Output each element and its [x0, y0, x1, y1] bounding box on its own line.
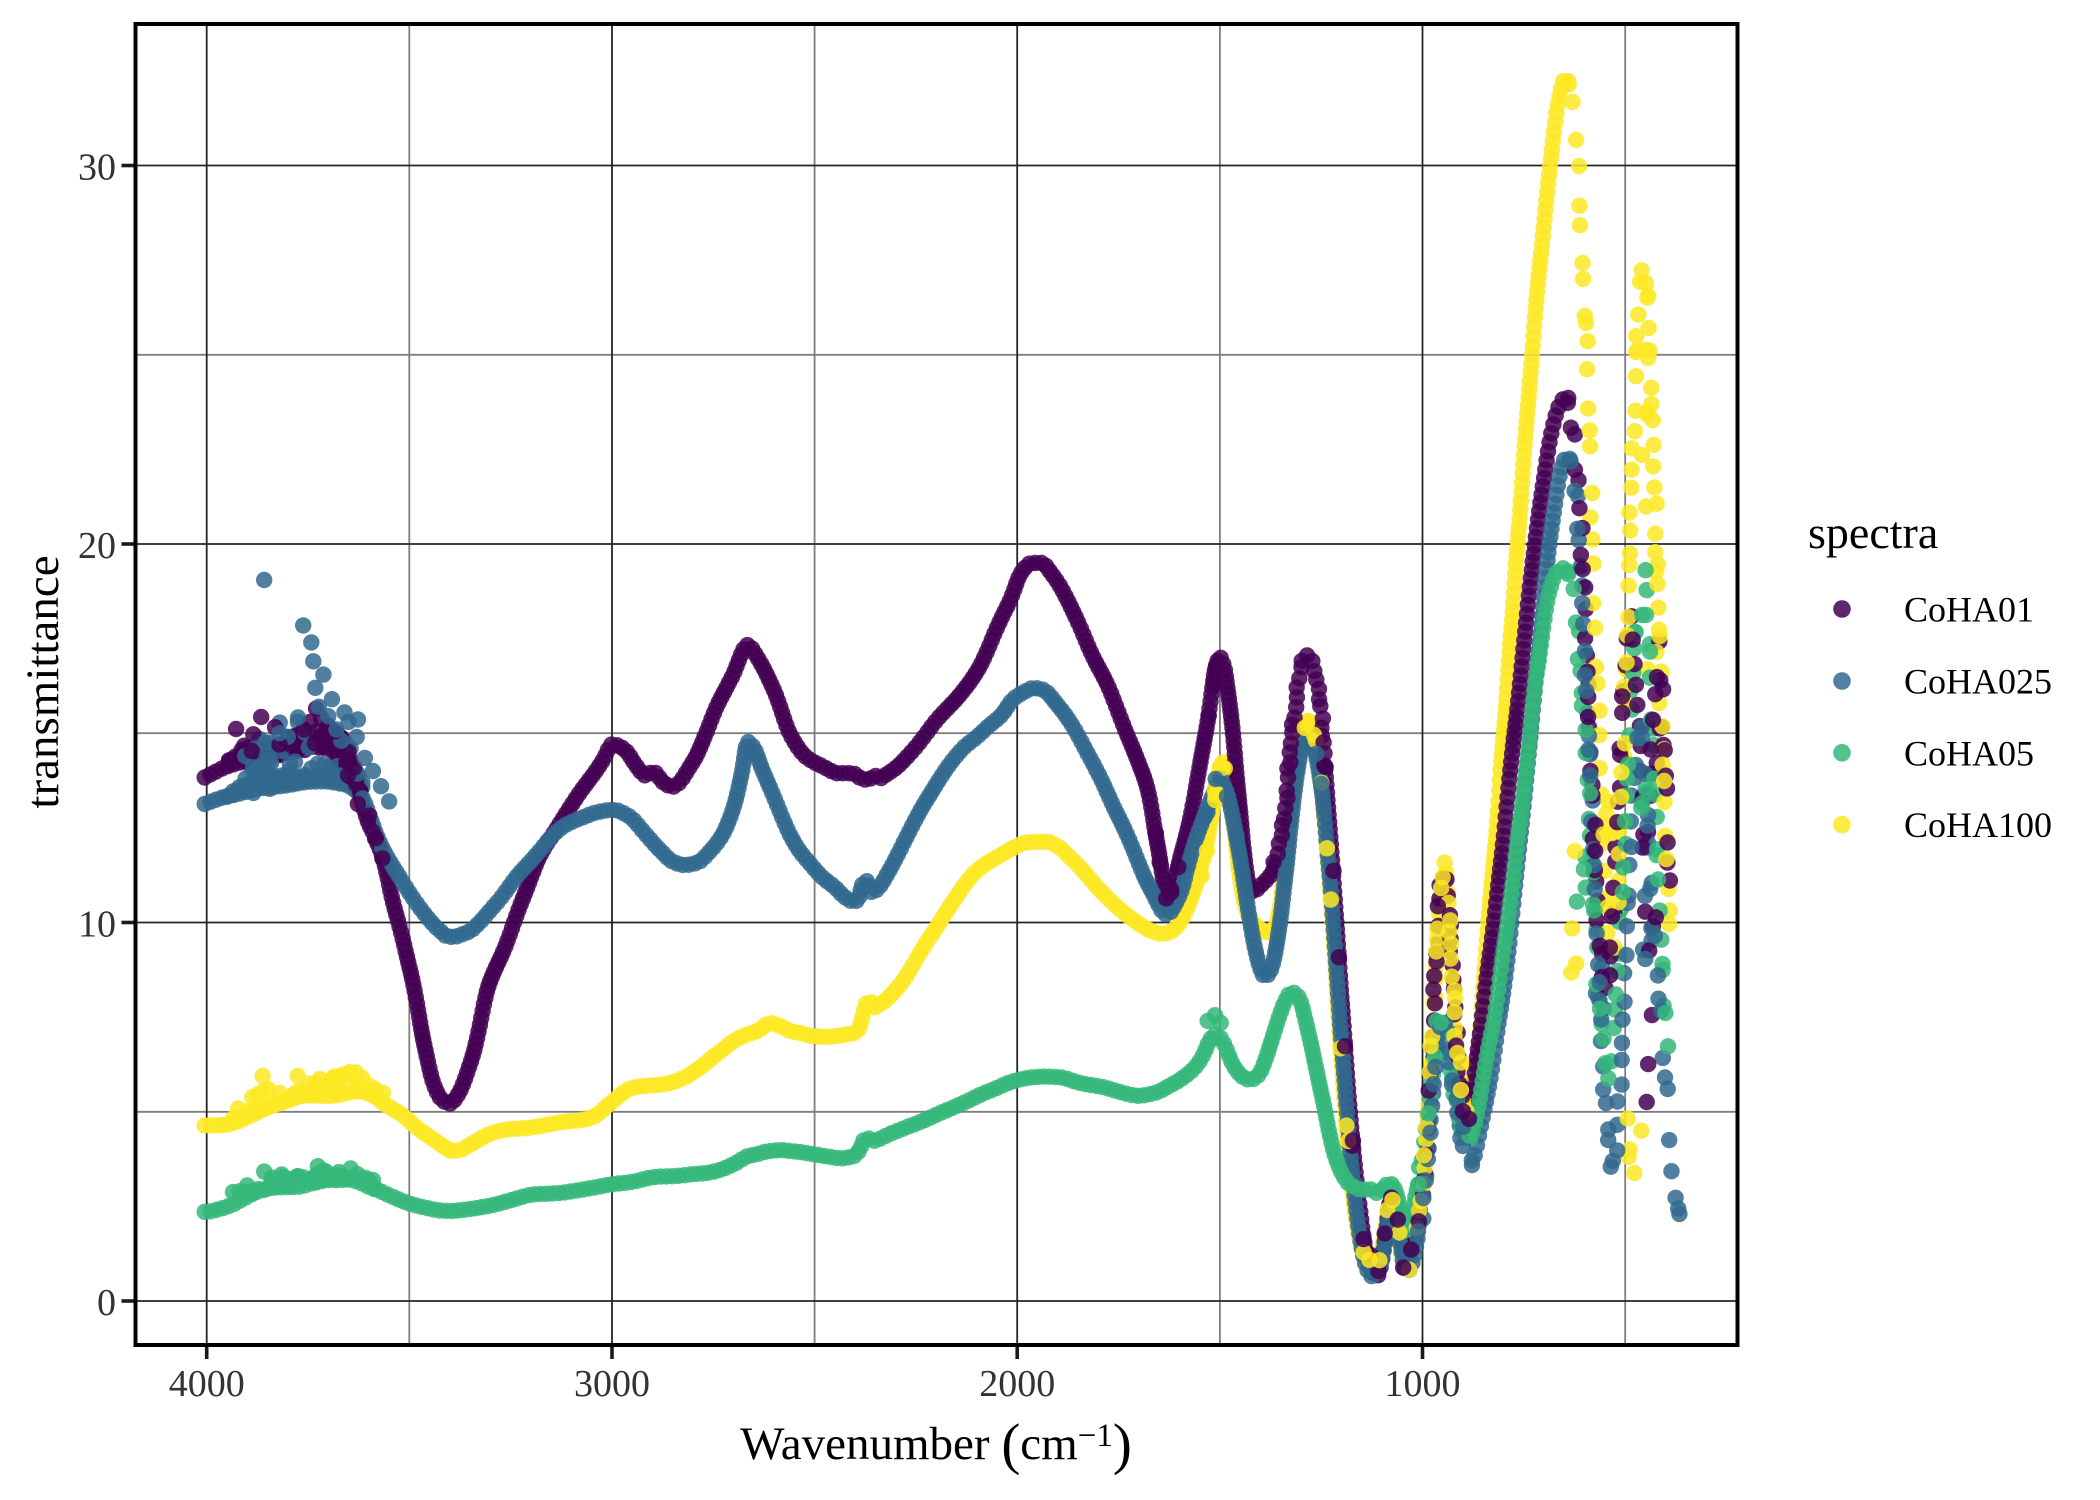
svg-text:2000: 2000 [979, 1363, 1055, 1405]
svg-text:4000: 4000 [169, 1363, 245, 1405]
svg-text:10: 10 [78, 904, 116, 946]
svg-text:Wavenumber (cm−1): Wavenumber (cm−1) [740, 1413, 1132, 1476]
svg-text:CoHA05: CoHA05 [1904, 733, 2034, 773]
svg-text:CoHA025: CoHA025 [1904, 662, 2052, 702]
svg-text:3000: 3000 [574, 1363, 650, 1405]
svg-text:20: 20 [78, 525, 116, 567]
svg-text:transmittance: transmittance [17, 555, 69, 808]
svg-text:CoHA01: CoHA01 [1904, 590, 2034, 630]
svg-text:30: 30 [78, 147, 116, 189]
svg-text:0: 0 [97, 1282, 116, 1324]
svg-text:CoHA100: CoHA100 [1904, 805, 2052, 845]
svg-text:spectra: spectra [1808, 507, 1938, 558]
svg-text:1000: 1000 [1385, 1363, 1461, 1405]
